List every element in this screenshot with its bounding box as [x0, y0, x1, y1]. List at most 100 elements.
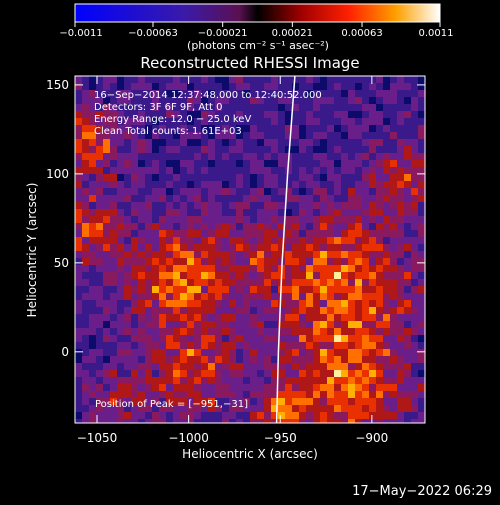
x-axis-ticks: −1050 −1000 −950 −900 — [77, 76, 388, 445]
heatmap-cell — [404, 223, 412, 231]
heatmap-cell — [89, 209, 97, 217]
heatmap-cell — [369, 76, 377, 84]
heatmap-cell — [348, 384, 356, 392]
heatmap-cell — [103, 167, 111, 175]
heatmap-cell — [96, 146, 104, 154]
heatmap-cell — [257, 97, 265, 105]
heatmap-cell — [369, 181, 377, 189]
heatmap-cell — [404, 342, 412, 350]
heatmap-cell — [292, 167, 300, 175]
heatmap-cell — [397, 300, 405, 308]
heatmap-cell — [124, 146, 132, 154]
heatmap-cell — [236, 146, 244, 154]
heatmap-cell — [236, 188, 244, 196]
heatmap-cell — [278, 97, 286, 105]
heatmap-cell — [285, 391, 293, 399]
heatmap-cell — [250, 398, 258, 406]
heatmap-cell — [243, 272, 251, 280]
heatmap-cell — [390, 167, 398, 175]
heatmap-cell — [257, 398, 265, 406]
heatmap-cell — [334, 237, 342, 245]
heatmap-cell — [180, 160, 188, 168]
heatmap-cell — [271, 174, 279, 182]
heatmap-cell — [278, 300, 286, 308]
heatmap-cell — [180, 300, 188, 308]
heatmap-cell — [201, 181, 209, 189]
heatmap-cell — [89, 125, 97, 133]
heatmap-cell — [222, 265, 230, 273]
heatmap-cell — [159, 279, 167, 287]
heatmap-cell — [257, 244, 265, 252]
heatmap-cell — [222, 244, 230, 252]
heatmap-cell — [201, 391, 209, 399]
heatmap-cell — [145, 391, 153, 399]
heatmap-cell — [355, 405, 363, 413]
heatmap-cell — [194, 300, 202, 308]
heatmap-cell — [96, 244, 104, 252]
heatmap-cell — [159, 272, 167, 280]
heatmap-cell — [131, 181, 139, 189]
heatmap-cell — [278, 370, 286, 378]
heatmap-cell — [397, 349, 405, 357]
heatmap-cell — [215, 363, 223, 371]
heatmap-cell — [320, 146, 328, 154]
heatmap-cell — [320, 258, 328, 266]
heatmap-cell — [299, 153, 307, 161]
heatmap-cell — [257, 216, 265, 224]
heatmap-cell — [250, 139, 258, 147]
heatmap-cell — [264, 174, 272, 182]
heatmap-cell — [299, 104, 307, 112]
heatmap-cell — [327, 335, 335, 343]
heatmap-cell — [103, 293, 111, 301]
heatmap-cell — [222, 335, 230, 343]
heatmap-cell — [110, 335, 118, 343]
heatmap-cell — [243, 146, 251, 154]
heatmap-cell — [369, 314, 377, 322]
heatmap-cell — [124, 139, 132, 147]
heatmap-cell — [348, 398, 356, 406]
heatmap-cell — [229, 111, 237, 119]
heatmap-cell — [299, 167, 307, 175]
heatmap-cell — [404, 76, 412, 84]
heatmap-cell — [285, 111, 293, 119]
heatmap-cell — [96, 356, 104, 364]
heatmap-cell — [327, 300, 335, 308]
heatmap-cell — [229, 314, 237, 322]
heatmap-cell — [411, 76, 419, 84]
heatmap-cell — [187, 153, 195, 161]
heatmap-cell — [89, 139, 97, 147]
plot-frame — [74, 75, 426, 424]
heatmap-cell — [376, 251, 384, 259]
heatmap-cell — [82, 342, 90, 350]
heatmap-cell — [75, 174, 83, 182]
heatmap-cell — [355, 377, 363, 385]
heatmap-cell — [348, 342, 356, 350]
heatmap-cell — [285, 174, 293, 182]
heatmap-cell — [362, 237, 370, 245]
heatmap-cell — [243, 153, 251, 161]
heatmap-cell — [215, 104, 223, 112]
heatmap-cell — [313, 300, 321, 308]
heatmap-cell — [418, 230, 425, 238]
heatmap-cell — [75, 97, 83, 105]
heatmap-cell — [285, 244, 293, 252]
heatmap-cell — [187, 181, 195, 189]
heatmap-cell — [348, 181, 356, 189]
heatmap-cell — [306, 181, 314, 189]
heatmap-cell — [369, 83, 377, 91]
heatmap-cell — [383, 419, 391, 423]
heatmap-cell — [285, 314, 293, 322]
heatmap-cell — [418, 195, 425, 203]
heatmap-cell — [376, 230, 384, 238]
heatmap-cell — [264, 321, 272, 329]
heatmap-cell — [320, 293, 328, 301]
heatmap-cell — [404, 349, 412, 357]
heatmap-cell — [152, 272, 160, 280]
heatmap-cell — [348, 195, 356, 203]
heatmap-cell — [271, 230, 279, 238]
heatmap-cell — [383, 83, 391, 91]
heatmap-cell — [103, 419, 111, 423]
heatmap-cell — [82, 377, 90, 385]
heatmap-cell — [215, 328, 223, 336]
heatmap-cell — [75, 167, 83, 175]
